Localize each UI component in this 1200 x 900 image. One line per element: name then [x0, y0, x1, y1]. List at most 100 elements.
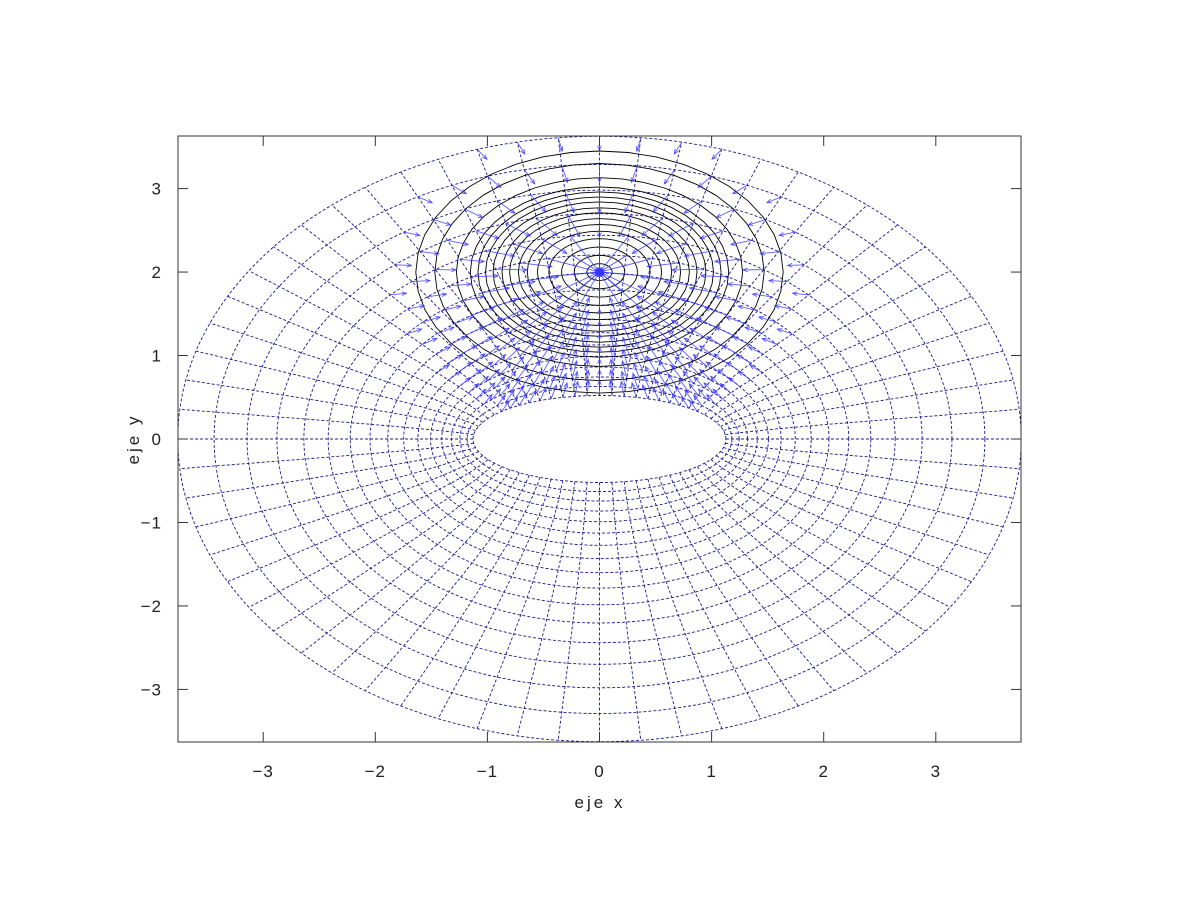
field-arrow	[481, 286, 511, 294]
field-arrow	[504, 279, 537, 287]
grid-ray	[725, 442, 1020, 470]
grid-ray	[301, 469, 511, 654]
field-arrow	[624, 191, 635, 214]
field-arrow	[706, 393, 716, 405]
field-arrow	[678, 346, 694, 362]
field-arrow	[524, 311, 548, 329]
field-arrow	[520, 262, 553, 269]
field-arrow	[460, 345, 478, 355]
x-tick-label: 1	[706, 762, 716, 781]
field-arrow	[597, 190, 602, 215]
contour-line	[469, 186, 730, 358]
field-arrow	[465, 326, 485, 337]
field-arrow	[664, 381, 674, 396]
x-tick-label: 2	[818, 762, 828, 781]
grid-ray	[273, 246, 503, 412]
field-arrow	[435, 267, 458, 273]
contour-line	[561, 246, 638, 298]
field-arrow	[484, 382, 496, 394]
field-arrow	[471, 273, 500, 279]
field-arrow	[634, 351, 643, 371]
field-arrow	[663, 169, 676, 185]
field-arrow	[672, 392, 681, 406]
grid-ellipse	[403, 319, 796, 559]
x-tick-label: 0	[594, 762, 604, 781]
contour-line	[501, 207, 698, 337]
field-arrow	[719, 382, 732, 394]
field-arrow	[759, 250, 779, 256]
field-arrow	[706, 336, 724, 348]
field-arrow	[736, 354, 752, 364]
field-arrow	[621, 359, 628, 379]
field-arrow	[657, 290, 688, 302]
field-arrow	[656, 369, 666, 385]
field-arrow	[437, 326, 455, 334]
field-arrow	[435, 346, 452, 355]
grid-ray	[209, 455, 483, 556]
field-arrow	[458, 377, 471, 388]
field-arrow	[678, 378, 689, 392]
grid-ray	[248, 462, 495, 608]
field-arrow	[761, 337, 778, 345]
field-arrow	[773, 304, 792, 310]
grid-ray	[710, 295, 972, 419]
field-arrow	[652, 386, 660, 401]
grid-ray	[716, 455, 990, 556]
field-arrow	[786, 262, 805, 268]
field-arrow	[571, 359, 578, 379]
field-arrow	[683, 250, 713, 258]
field-arrow	[747, 346, 764, 355]
grid-ray	[679, 472, 868, 674]
field-arrow	[662, 279, 695, 287]
field-arrow	[513, 329, 532, 346]
grid-ray	[679, 204, 868, 406]
field-arrow	[458, 361, 473, 372]
field-arrow	[550, 384, 557, 399]
field-arrow	[525, 381, 535, 396]
field-arrow	[688, 382, 699, 396]
field-arrow	[411, 278, 432, 284]
field-arrow	[560, 372, 567, 389]
field-arrow	[670, 319, 693, 334]
field-arrow	[651, 311, 675, 329]
field-arrow	[667, 373, 678, 388]
grid-ray	[331, 472, 520, 674]
field-arrow	[484, 345, 501, 358]
field-arrow	[744, 326, 762, 334]
field-arrow	[687, 362, 700, 376]
x-axis-label: eje x	[575, 793, 626, 812]
field-arrow	[646, 262, 679, 269]
field-arrow	[748, 364, 763, 373]
grid-ray	[437, 479, 552, 719]
field-arrow	[741, 267, 764, 273]
field-arrow	[715, 208, 735, 219]
grid-ray	[725, 408, 1020, 436]
contour-line	[509, 212, 690, 332]
field-arrows	[390, 136, 809, 412]
grid-ray	[635, 480, 723, 729]
grid-ray	[364, 475, 530, 691]
field-arrow	[483, 393, 493, 405]
field-arrow	[537, 295, 563, 312]
field-arrow	[705, 361, 720, 373]
field-arrow	[449, 336, 467, 345]
field-arrow	[713, 353, 729, 365]
field-arrow	[533, 369, 543, 385]
field-arrow	[699, 368, 712, 381]
field-arrow	[451, 184, 468, 195]
field-arrow	[513, 243, 544, 255]
field-arrow	[564, 191, 575, 214]
grid-ray	[179, 442, 474, 470]
field-arrow	[492, 353, 507, 367]
field-arrow	[674, 356, 688, 371]
field-arrow	[541, 238, 568, 254]
x-tick-label: −3	[253, 762, 274, 781]
contour-line	[455, 177, 744, 367]
field-arrow	[390, 291, 408, 297]
x-tick-label: −2	[365, 762, 386, 781]
grid-ray	[704, 270, 951, 416]
contour-line	[485, 196, 714, 348]
contour-line	[434, 163, 765, 382]
field-arrow	[427, 292, 448, 298]
